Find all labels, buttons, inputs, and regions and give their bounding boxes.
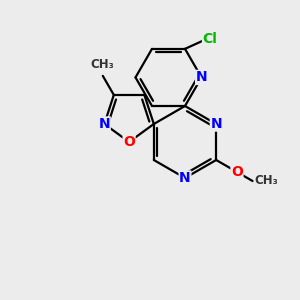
Text: N: N <box>99 117 110 131</box>
Text: CH₃: CH₃ <box>90 58 114 71</box>
Text: N: N <box>196 70 207 84</box>
Text: N: N <box>210 117 222 131</box>
Text: CH₃: CH₃ <box>254 175 278 188</box>
Text: Cl: Cl <box>202 32 217 46</box>
Text: O: O <box>123 135 135 149</box>
Text: O: O <box>231 165 243 179</box>
Text: N: N <box>179 171 191 185</box>
